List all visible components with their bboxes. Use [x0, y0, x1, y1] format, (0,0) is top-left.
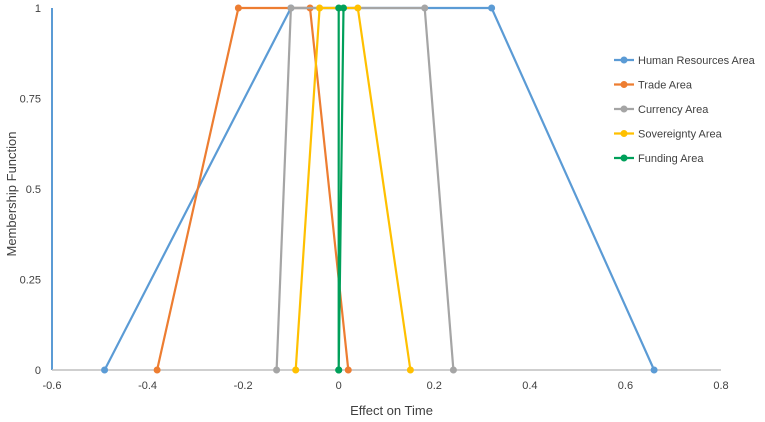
data-point: [421, 4, 429, 12]
x-tick-label: 0.8: [713, 380, 728, 392]
y-tick-label: 0.75: [20, 94, 41, 106]
legend-swatch-marker: [620, 130, 628, 137]
legend-item: Sovereignty Area: [614, 129, 723, 141]
data-point: [488, 4, 496, 12]
x-tick-label: 0.4: [522, 380, 537, 392]
data-point: [153, 366, 161, 374]
series-line: [294, 6, 412, 371]
data-point: [234, 4, 242, 12]
x-tick-label: -0.4: [138, 380, 157, 392]
data-point: [316, 4, 324, 12]
x-tick-label: 0.2: [427, 380, 442, 392]
data-point: [650, 366, 658, 374]
data-point: [335, 366, 343, 374]
legend-item: Trade Area: [614, 80, 693, 92]
x-tick-label: 0: [336, 380, 342, 392]
legend-swatch-marker: [620, 56, 628, 64]
legend-item: Funding Area: [614, 153, 704, 165]
data-point: [449, 366, 457, 374]
data-point: [354, 4, 362, 12]
data-point: [344, 366, 352, 374]
legend: Human Resources Area Trade Area Currency A…: [614, 55, 756, 165]
legend-item: Currency Area: [614, 104, 709, 116]
x-tick-label: 0.6: [618, 380, 633, 392]
x-tick-label: -0.2: [234, 380, 253, 392]
legend-label: Sovereignty Area: [638, 129, 723, 141]
legend-item: Human Resources Area: [614, 55, 756, 67]
legend-swatch-marker: [620, 154, 628, 162]
data-point: [287, 4, 295, 12]
y-tick-labels: 0 0.25 0.5 0.75 1: [20, 3, 41, 377]
legend-label: Funding Area: [638, 153, 704, 165]
y-tick-label: 0.25: [20, 275, 41, 287]
y-tick-label: 0.5: [26, 184, 41, 196]
legend-swatch-marker: [620, 81, 628, 88]
legend-swatch-marker: [620, 105, 628, 113]
y-axis-title: Membership Function: [4, 132, 19, 257]
y-tick-label: 0: [35, 365, 41, 377]
data-point: [292, 366, 300, 374]
data-point: [101, 366, 109, 374]
data-point: [273, 366, 281, 374]
series-4: [335, 4, 347, 374]
series-0: [101, 4, 658, 374]
axes: [51, 8, 721, 371]
legend-label: Human Resources Area: [638, 55, 756, 67]
x-tick-labels: -0.6 -0.4 -0.2 0 0.2 0.4 0.6 0.8: [43, 380, 729, 392]
series-1: [153, 4, 352, 374]
data-point: [406, 366, 414, 374]
legend-label: Currency Area: [638, 104, 709, 116]
x-tick-label: -0.6: [43, 380, 62, 392]
data-point: [339, 4, 347, 12]
series-line: [156, 6, 350, 371]
series-3: [292, 4, 414, 374]
series-line: [103, 6, 656, 371]
series-layer: [101, 4, 658, 374]
x-axis-title: Effect on Time: [350, 403, 433, 418]
y-tick-label: 1: [35, 3, 41, 15]
legend-label: Trade Area: [638, 80, 693, 92]
